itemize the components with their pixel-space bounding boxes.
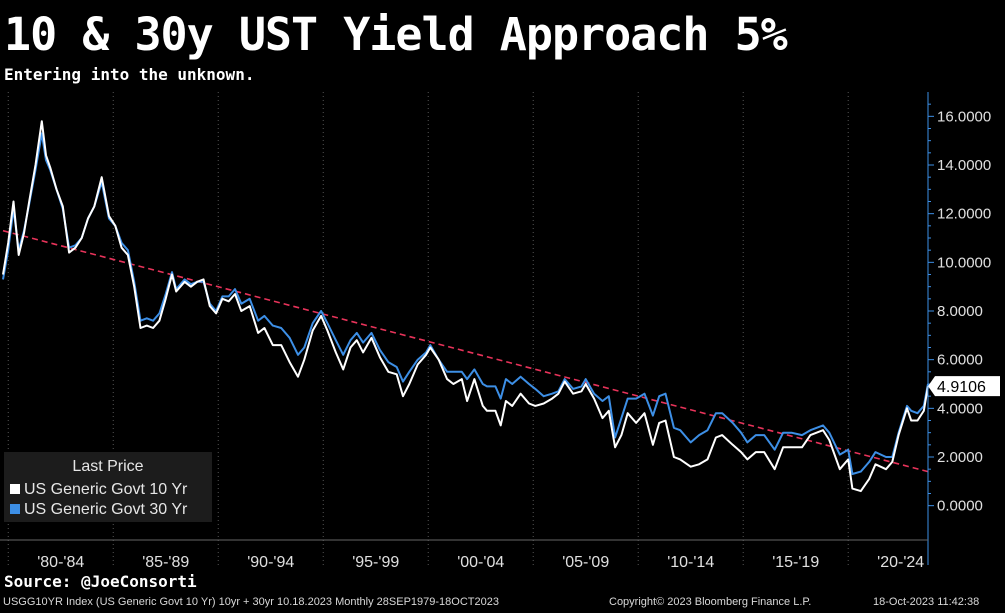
x-axis: '80-'84 '85-'89 '90-'94 '95-'99 '00-'04 '05-'… [0, 539, 928, 571]
trendline [2, 229, 929, 473]
series-line-30yr [2, 132, 929, 475]
y-tick-label-6: 6.0000 [937, 352, 983, 369]
y-tick-label-14: 14.0000 [937, 157, 991, 174]
y-tick-label-4: 4.0000 [937, 400, 983, 417]
last-price-tag [928, 376, 1000, 397]
x-tick-label-7: '15-'19 [772, 554, 819, 571]
chart-title: 10 & 30y UST Yield Approach 5% [4, 8, 788, 61]
legend-swatch-10yr [10, 484, 20, 494]
y-tick-label-12: 12.0000 [937, 206, 991, 223]
last-price-label: 4.9106 [937, 379, 986, 396]
y-tick-label-16: 16.0000 [937, 108, 991, 125]
y-axis: 0.0000 2.0000 4.0000 6.0000 8.0000 10.0000 12.… [927, 92, 991, 565]
x-tick-label-4: '00-'04 [457, 554, 504, 571]
last-price-marker: 4.9106 [928, 376, 1000, 397]
source-credit: Source: @JoeConsorti [4, 572, 197, 591]
x-tick-label-1: '85-'89 [142, 554, 189, 571]
x-tick-label-5: '05-'09 [562, 554, 609, 571]
legend-item-10yr: US Generic Govt 10 Yr [10, 481, 187, 499]
footer-index-info: USGG10YR Index (US Generic Govt 10 Yr) 1… [3, 596, 499, 608]
y-tick-label-0: 0.0000 [937, 498, 983, 515]
legend-label-30yr: US Generic Govt 30 Yr [24, 501, 188, 518]
grid-lines [7, 92, 849, 565]
y-tick-label-2: 2.0000 [937, 449, 983, 466]
x-tick-label-0: '80-'84 [37, 554, 84, 571]
legend-label-10yr: US Generic Govt 10 Yr [24, 481, 188, 498]
chart-subtitle: Entering into the unknown. [4, 65, 255, 84]
series-layer [2, 120, 929, 493]
y-tick-label-10: 10.0000 [937, 254, 991, 271]
footer-copyright: Copyright© 2023 Bloomberg Finance L.P. [609, 596, 812, 608]
legend: Last Price US Generic Govt 10 Yr US Gene… [4, 452, 212, 522]
x-tick-label-2: '90-'94 [247, 554, 294, 571]
trendline-layer [2, 229, 929, 473]
footer-timestamp: 18-Oct-2023 11:42:38 [873, 596, 980, 608]
x-tick-label-8: '20-'24 [877, 554, 924, 571]
legend-item-30yr: US Generic Govt 30 Yr [10, 501, 187, 519]
series-line-10yr [2, 120, 929, 493]
legend-title: Last Price [72, 458, 144, 475]
y-tick-label-8: 8.0000 [937, 303, 983, 320]
legend-swatch-30yr [10, 504, 20, 514]
x-tick-label-3: '95-'99 [352, 554, 399, 571]
x-tick-label-6: '10-'14 [667, 554, 714, 571]
